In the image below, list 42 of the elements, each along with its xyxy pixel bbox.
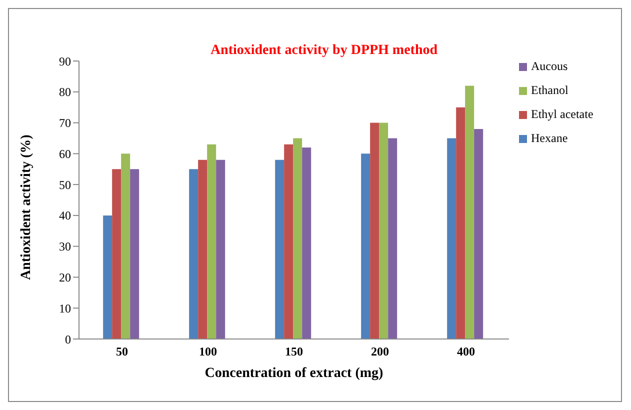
legend-label: Aucous xyxy=(531,59,568,73)
legend-label: Ethanol xyxy=(531,83,568,97)
legend-label: Ethyl acetate xyxy=(531,107,594,121)
bar xyxy=(189,169,198,339)
y-tick-label: 30 xyxy=(59,240,71,254)
bar xyxy=(198,160,208,339)
y-tick-label: 0 xyxy=(65,332,71,346)
bar xyxy=(447,138,456,339)
bar xyxy=(284,144,294,339)
x-tick-label: 50 xyxy=(116,344,128,359)
bar xyxy=(302,147,312,339)
bar xyxy=(361,154,370,339)
x-tick-label: 400 xyxy=(457,344,475,359)
y-tick-label: 70 xyxy=(59,116,71,130)
legend-label: Hexane xyxy=(531,131,568,145)
bar xyxy=(112,169,122,339)
y-tick-label: 20 xyxy=(59,270,71,284)
bar xyxy=(379,122,388,339)
bar xyxy=(275,160,284,339)
bar xyxy=(388,138,398,339)
y-tick-label: 60 xyxy=(59,146,71,161)
y-tick-label: 10 xyxy=(59,301,71,316)
x-axis-title: Concentration of extract (mg) xyxy=(204,366,384,381)
y-tick-label: 50 xyxy=(59,178,71,192)
y-tick-label: 40 xyxy=(59,208,71,223)
bar xyxy=(207,144,216,339)
bar xyxy=(370,122,380,339)
x-tick-label: 150 xyxy=(285,344,303,359)
bar xyxy=(456,107,466,339)
bar xyxy=(216,160,226,339)
bar xyxy=(130,169,140,339)
y-tick-label: 90 xyxy=(59,54,71,68)
y-tick-label: 80 xyxy=(59,85,71,100)
x-tick-label: 200 xyxy=(371,344,389,359)
bar xyxy=(465,86,474,339)
bar xyxy=(121,154,130,339)
x-tick-label: 100 xyxy=(199,344,217,359)
y-axis-title: Antioxident activity (%) xyxy=(18,134,34,280)
chart-title: Antioxident activity by DPPH method xyxy=(209,43,439,59)
bar xyxy=(474,128,484,339)
bar xyxy=(103,215,112,339)
bar xyxy=(293,138,302,339)
